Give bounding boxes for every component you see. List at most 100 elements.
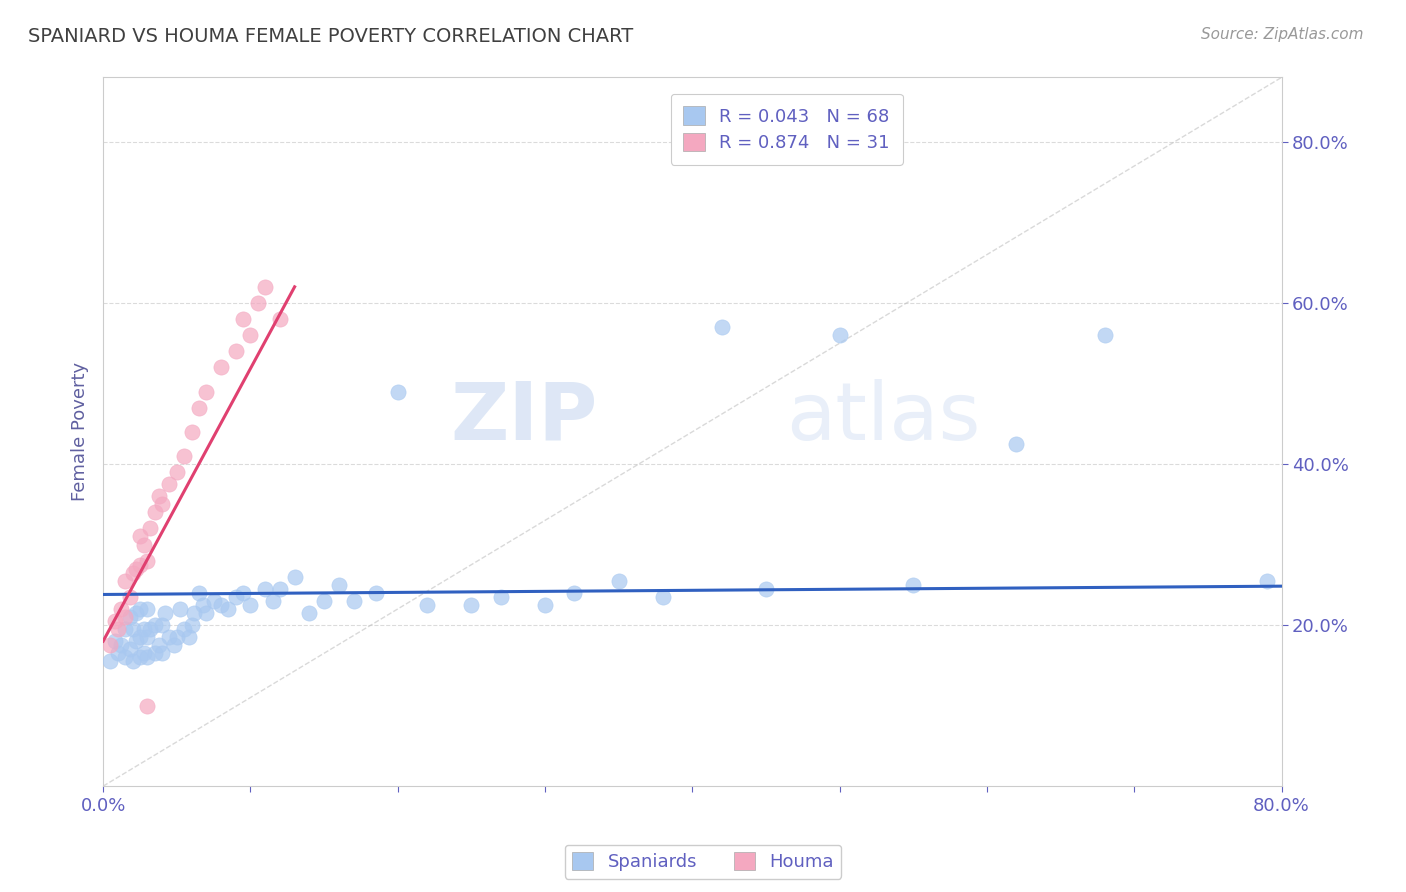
- Point: [173, 449, 195, 463]
- Point: [239, 328, 262, 343]
- Point: [239, 598, 262, 612]
- Point: [157, 477, 180, 491]
- Point: [134, 622, 156, 636]
- Point: [607, 574, 630, 588]
- Point: [225, 344, 247, 359]
- Point: [1256, 574, 1278, 588]
- Point: [148, 638, 170, 652]
- Point: [129, 630, 152, 644]
- Text: atlas: atlas: [786, 378, 981, 457]
- Legend: R = 0.043   N = 68, R = 0.874   N = 31: R = 0.043 N = 68, R = 0.874 N = 31: [671, 94, 903, 165]
- Point: [187, 401, 209, 415]
- Point: [232, 312, 254, 326]
- Point: [173, 622, 195, 636]
- Point: [166, 465, 188, 479]
- Point: [134, 646, 156, 660]
- Text: Source: ZipAtlas.com: Source: ZipAtlas.com: [1201, 27, 1364, 42]
- Point: [202, 594, 225, 608]
- Point: [150, 618, 173, 632]
- Point: [100, 638, 122, 652]
- Point: [139, 521, 162, 535]
- Point: [903, 578, 925, 592]
- Point: [129, 529, 152, 543]
- Point: [114, 574, 136, 588]
- Point: [209, 598, 232, 612]
- Point: [129, 650, 152, 665]
- Point: [217, 602, 239, 616]
- Point: [489, 590, 512, 604]
- Point: [153, 606, 176, 620]
- Point: [416, 598, 439, 612]
- Point: [534, 598, 557, 612]
- Point: [143, 505, 166, 519]
- Y-axis label: Female Poverty: Female Poverty: [72, 362, 89, 501]
- Point: [136, 630, 159, 644]
- Point: [118, 610, 141, 624]
- Point: [1005, 437, 1028, 451]
- Point: [269, 582, 291, 596]
- Point: [136, 602, 159, 616]
- Point: [828, 328, 851, 343]
- Point: [254, 280, 277, 294]
- Point: [364, 586, 387, 600]
- Point: [169, 602, 191, 616]
- Point: [104, 634, 127, 648]
- Point: [157, 630, 180, 644]
- Point: [166, 630, 188, 644]
- Point: [100, 654, 122, 668]
- Point: [134, 537, 156, 551]
- Point: [284, 570, 307, 584]
- Point: [121, 622, 143, 636]
- Point: [124, 634, 146, 648]
- Point: [187, 586, 209, 600]
- Point: [195, 384, 218, 399]
- Point: [180, 618, 202, 632]
- Point: [1094, 328, 1116, 343]
- Point: [193, 598, 215, 612]
- Point: [114, 650, 136, 665]
- Point: [195, 606, 218, 620]
- Point: [104, 614, 127, 628]
- Point: [298, 606, 321, 620]
- Point: [150, 646, 173, 660]
- Point: [107, 646, 129, 660]
- Point: [139, 622, 162, 636]
- Point: [177, 630, 200, 644]
- Point: [232, 586, 254, 600]
- Point: [254, 582, 277, 596]
- Point: [143, 646, 166, 660]
- Point: [262, 594, 284, 608]
- Legend: Spaniards, Houma: Spaniards, Houma: [565, 845, 841, 879]
- Point: [150, 497, 173, 511]
- Point: [129, 558, 152, 572]
- Point: [225, 590, 247, 604]
- Point: [107, 622, 129, 636]
- Point: [180, 425, 202, 439]
- Point: [564, 586, 586, 600]
- Point: [148, 489, 170, 503]
- Point: [328, 578, 350, 592]
- Point: [136, 650, 159, 665]
- Point: [121, 566, 143, 580]
- Point: [387, 384, 409, 399]
- Point: [460, 598, 482, 612]
- Point: [269, 312, 291, 326]
- Point: [710, 320, 733, 334]
- Point: [246, 296, 269, 310]
- Point: [129, 602, 152, 616]
- Point: [136, 698, 159, 713]
- Point: [114, 622, 136, 636]
- Point: [651, 590, 673, 604]
- Point: [755, 582, 778, 596]
- Point: [110, 638, 132, 652]
- Point: [110, 602, 132, 616]
- Point: [143, 618, 166, 632]
- Text: SPANIARD VS HOUMA FEMALE POVERTY CORRELATION CHART: SPANIARD VS HOUMA FEMALE POVERTY CORRELA…: [28, 27, 633, 45]
- Point: [312, 594, 335, 608]
- Text: ZIP: ZIP: [451, 378, 598, 457]
- Point: [124, 562, 146, 576]
- Point: [183, 606, 205, 620]
- Point: [121, 654, 143, 668]
- Point: [118, 642, 141, 657]
- Point: [342, 594, 364, 608]
